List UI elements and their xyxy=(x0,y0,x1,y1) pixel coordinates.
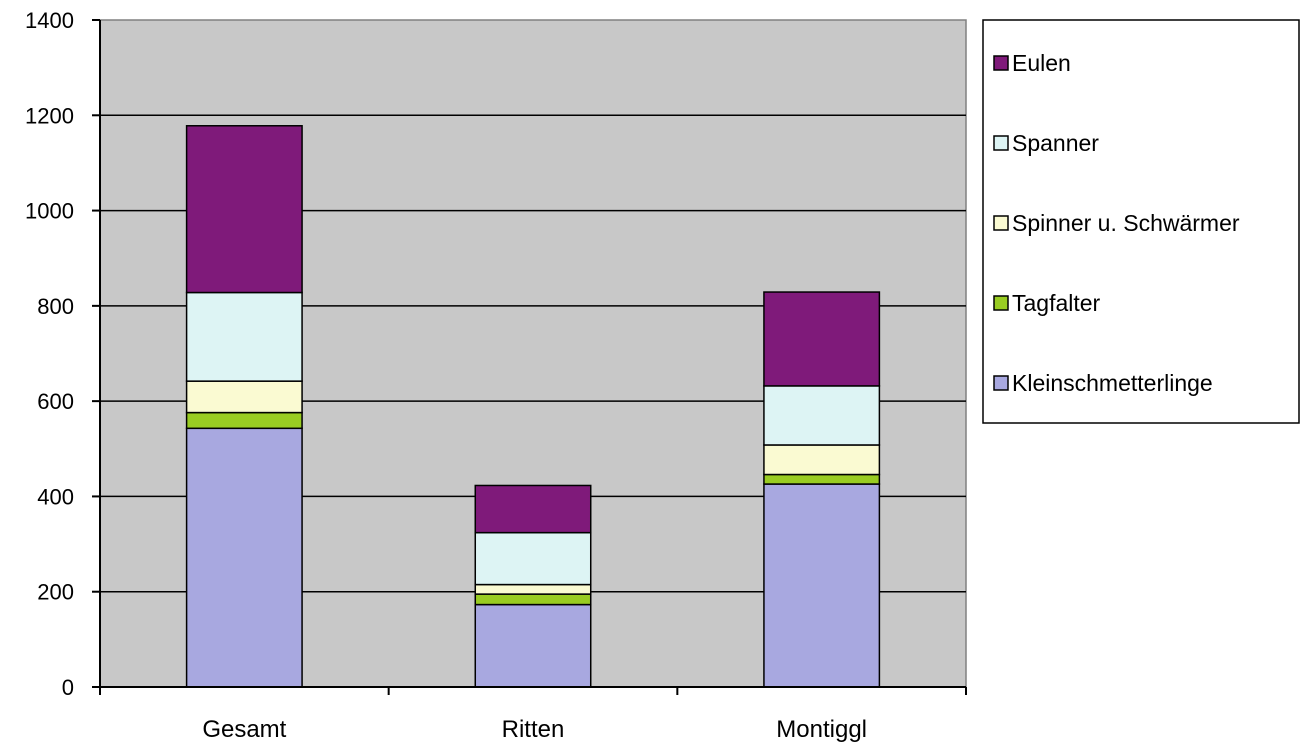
bar-segment xyxy=(474,583,592,595)
y-tick-labels: 0 200 400 600 800 1000 1200 1400 xyxy=(25,8,74,700)
legend-label: Eulen xyxy=(1012,50,1071,76)
bar-segment xyxy=(185,427,303,688)
bar-segment xyxy=(474,484,592,534)
axes xyxy=(92,19,967,695)
legend-label: Tagfalter xyxy=(1012,290,1101,316)
bar-segment xyxy=(474,531,592,586)
bar-segment xyxy=(474,603,592,688)
x-tick-label: Montiggl xyxy=(776,716,867,743)
x-tick-labels: Gesamt Ritten Montiggl xyxy=(202,716,867,743)
bars xyxy=(185,125,881,688)
legend-swatch xyxy=(993,375,1009,391)
legend-swatch xyxy=(993,55,1009,71)
bar-segment xyxy=(185,411,303,430)
y-tick-label: 600 xyxy=(37,389,74,414)
legend-swatch xyxy=(993,295,1009,311)
bar-segment xyxy=(763,385,881,446)
bar-segment xyxy=(763,291,881,387)
legend-label: Spinner u. Schwärmer xyxy=(1012,210,1240,236)
bar-segment xyxy=(763,483,881,688)
bar-segment xyxy=(763,473,881,485)
y-tick-label: 400 xyxy=(37,484,74,509)
bar-segment xyxy=(763,444,881,476)
y-tick-label: 800 xyxy=(37,294,74,319)
y-tick-label: 1200 xyxy=(25,103,74,128)
legend-label: Kleinschmetterlinge xyxy=(1012,370,1213,396)
bar-segment xyxy=(185,291,303,382)
legend: Eulen Spanner Spinner u. Schwärmer Tagfalte… xyxy=(982,19,1300,424)
bar-segment xyxy=(474,593,592,606)
x-tick-label: Gesamt xyxy=(202,716,286,743)
bar-segment xyxy=(185,125,303,294)
bar-segment xyxy=(185,380,303,414)
y-tick-label: 200 xyxy=(37,580,74,605)
legend-box xyxy=(982,19,1300,424)
y-tick-label: 1000 xyxy=(25,199,74,224)
legend-label: Spanner xyxy=(1012,130,1099,156)
x-tick-label: Ritten xyxy=(502,716,565,743)
y-tick-label: 1400 xyxy=(25,8,74,33)
legend-swatch xyxy=(993,215,1009,231)
y-tick-label: 0 xyxy=(62,675,74,700)
legend-swatch xyxy=(993,135,1009,151)
